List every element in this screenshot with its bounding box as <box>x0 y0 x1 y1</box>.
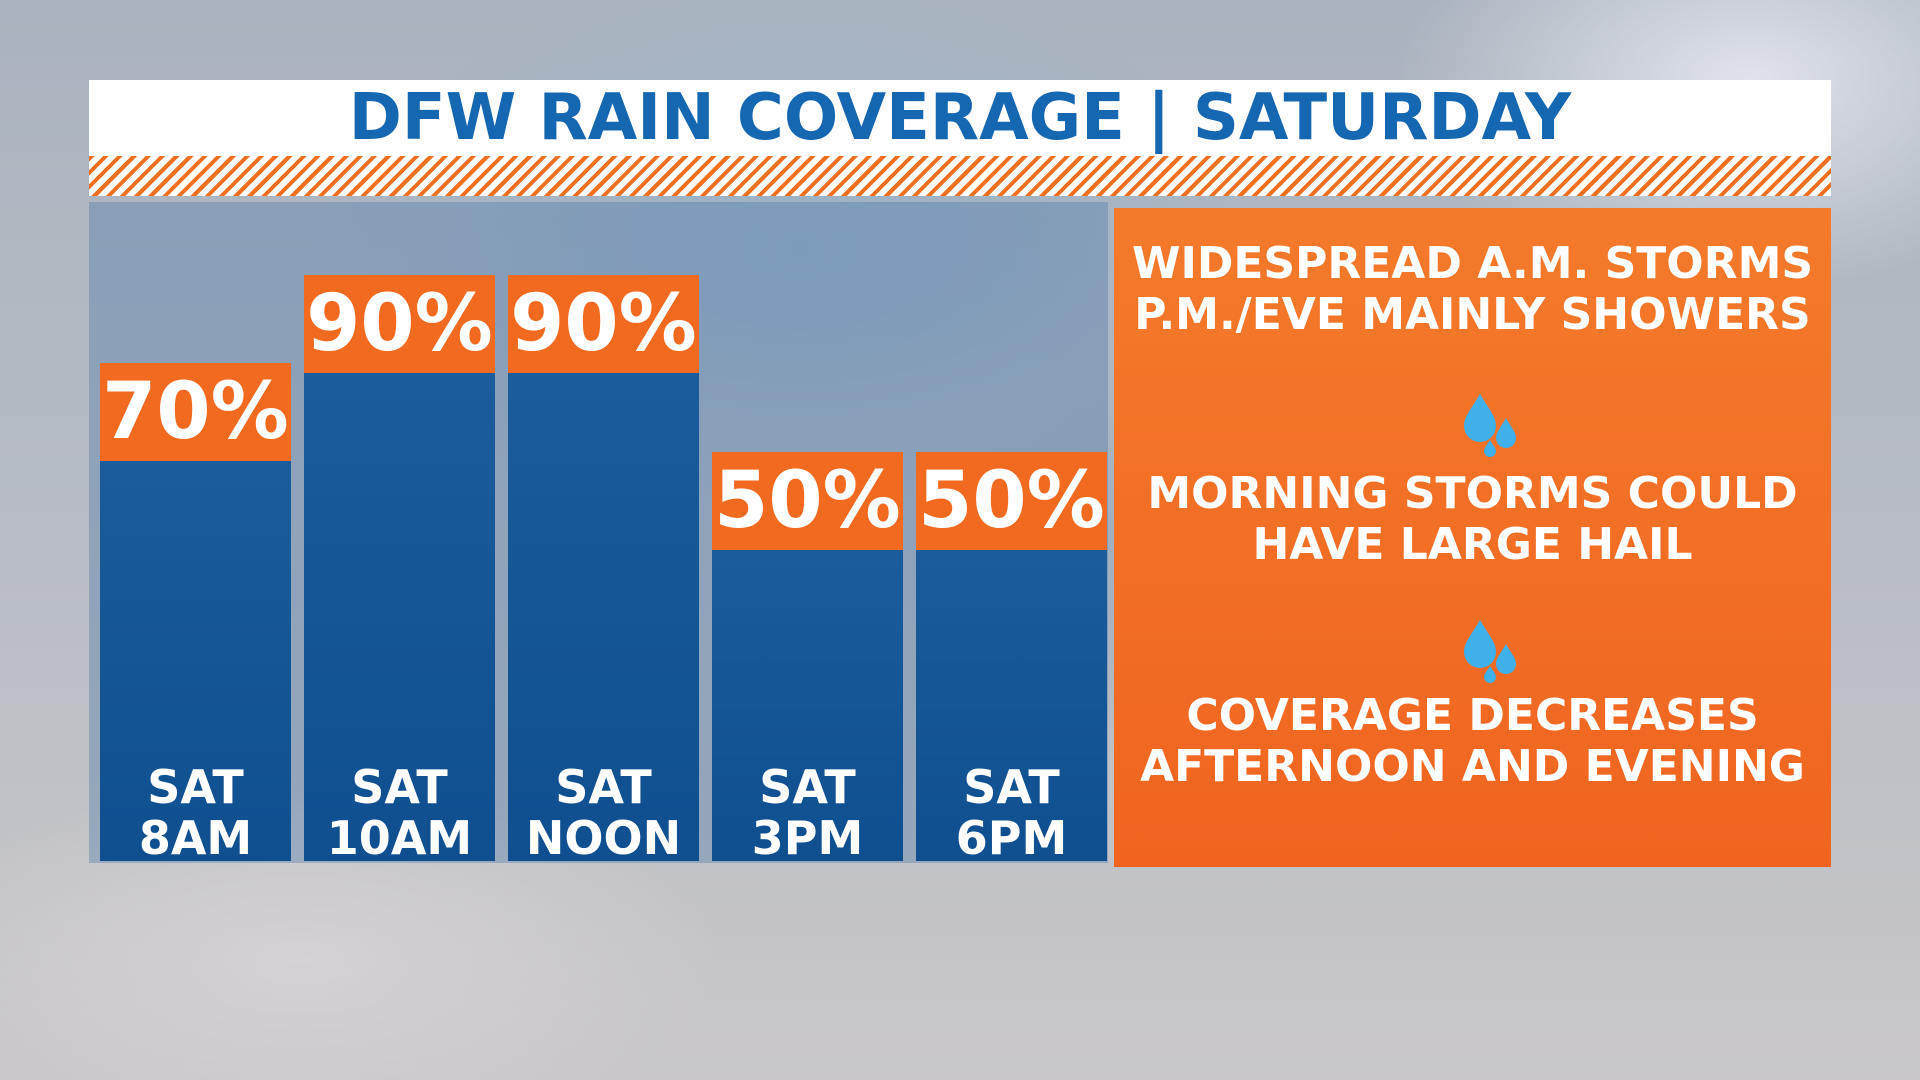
value-label: 70% <box>100 363 291 462</box>
bar <box>712 549 903 861</box>
value-label: 90% <box>508 275 699 374</box>
note-line: HAVE LARGE HAIL <box>1252 519 1693 570</box>
category-label: SAT 10AM <box>326 760 473 865</box>
bar <box>916 549 1107 861</box>
value-label: 50% <box>712 451 903 550</box>
note-line: MORNING STORMS COULD <box>1147 468 1798 519</box>
category-label: SAT 8AM <box>138 760 253 865</box>
value-label: 50% <box>916 451 1107 550</box>
bar <box>508 373 699 861</box>
rain-drops-icon <box>1464 620 1516 683</box>
category-label: SAT 6PM <box>955 760 1068 865</box>
notes-panel: WIDESPREAD A.M. STORMS P.M./EVE MAINLY SH… <box>1114 208 1831 867</box>
category-label: SAT 3PM <box>751 760 864 865</box>
title-bar: DFW RAIN COVERAGE | SATURDAY <box>89 80 1831 156</box>
value-label: 90% <box>304 275 495 374</box>
bar <box>100 461 291 861</box>
chart-title: DFW RAIN COVERAGE | SATURDAY <box>348 81 1572 155</box>
rain-drops-icon <box>1464 394 1516 457</box>
note-line: P.M./EVE MAINLY SHOWERS <box>1134 289 1811 340</box>
bar <box>304 373 495 861</box>
note-line: WIDESPREAD A.M. STORMS <box>1131 238 1814 289</box>
hatched-stripe <box>89 156 1831 196</box>
note-line: AFTERNOON AND EVENING <box>1140 741 1805 792</box>
category-label: SAT NOON <box>525 760 682 865</box>
note-line: COVERAGE DECREASES <box>1186 690 1759 741</box>
